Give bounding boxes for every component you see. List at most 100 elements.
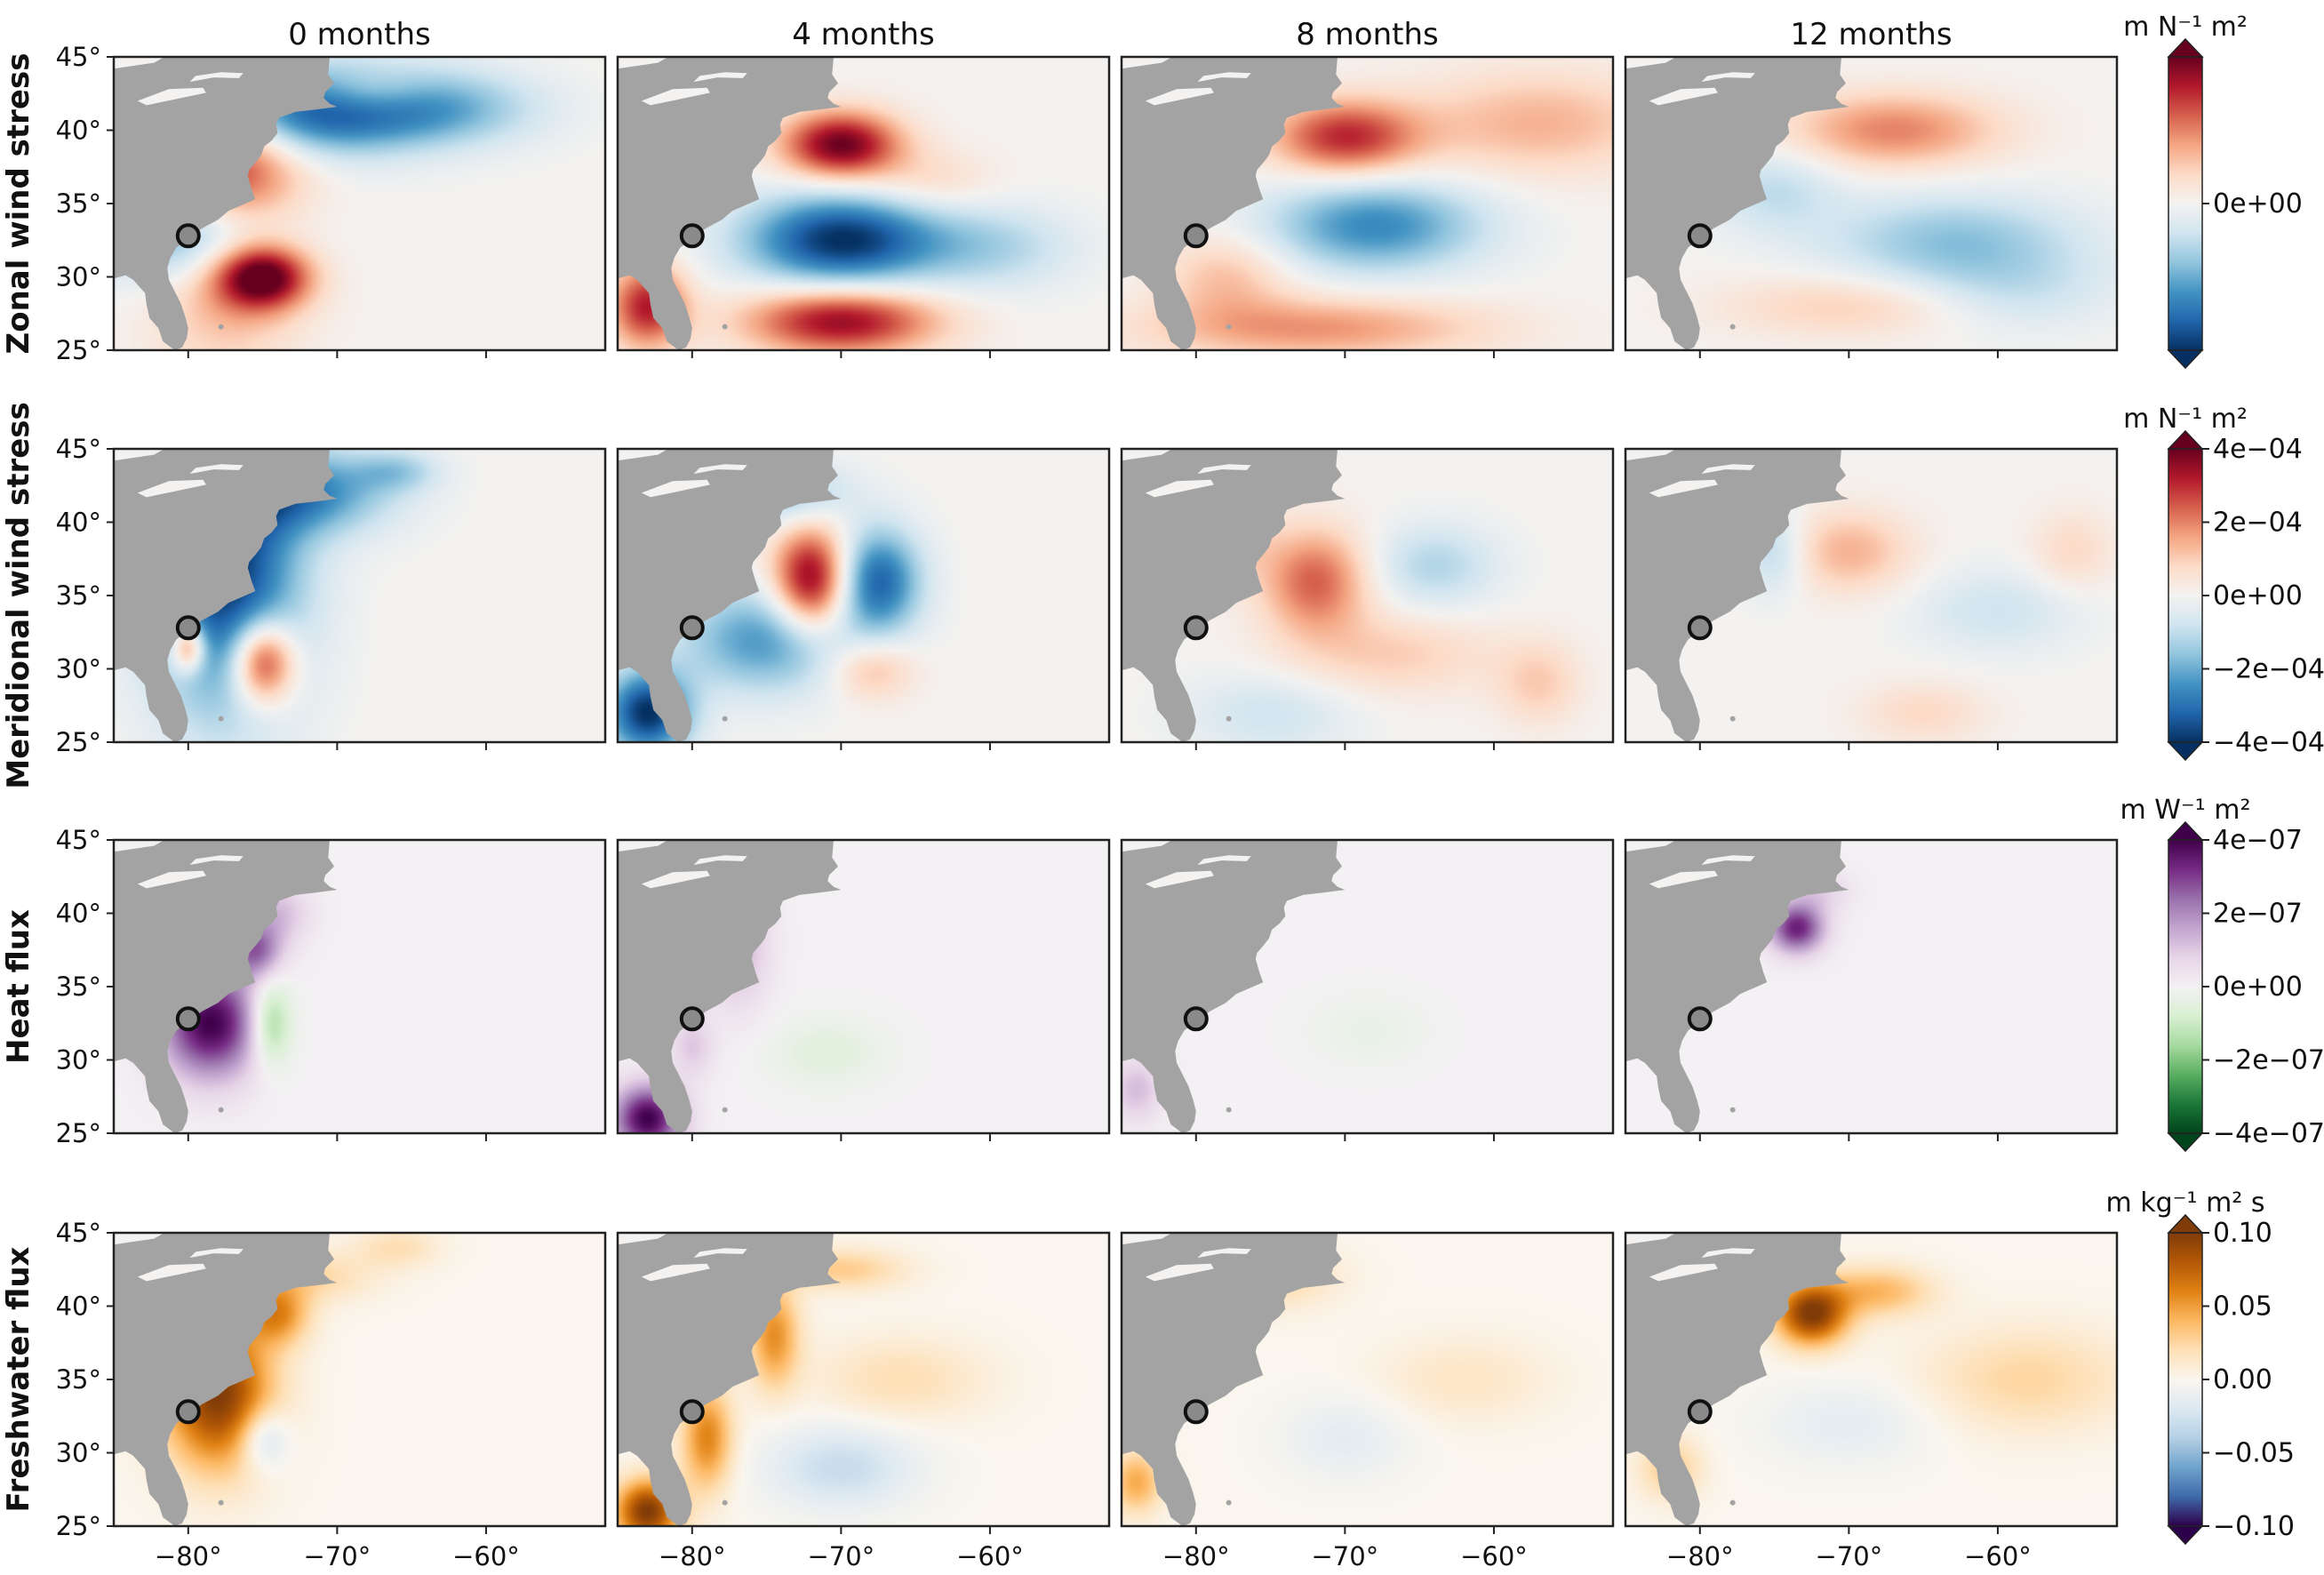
map-panel <box>1120 447 1615 750</box>
row-label: Meridional wind stress <box>1 402 36 789</box>
lake <box>137 870 206 889</box>
panel-frame <box>1120 447 1615 744</box>
lake <box>1197 464 1251 475</box>
land-mass <box>1625 840 1849 1133</box>
y-tick-label: 25° <box>56 1511 101 1541</box>
column-title: 4 months <box>792 17 935 52</box>
map-panel <box>112 55 607 358</box>
lake <box>641 870 710 889</box>
lake <box>618 57 668 69</box>
island <box>722 1107 728 1113</box>
y-tick-label: 35° <box>56 580 101 611</box>
map-panel <box>112 838 607 1141</box>
y-tick-label: 35° <box>56 971 101 1002</box>
column-title: 0 months <box>288 17 431 52</box>
colorbar: m N⁻¹ m² 0e+00 <box>2123 12 2303 370</box>
lake <box>1145 1263 1214 1282</box>
panel-frame <box>1624 447 2119 744</box>
colorbar-tick-label: −4e−07 <box>2213 1118 2324 1149</box>
island <box>1729 1107 1736 1113</box>
panel-frame <box>1120 838 1615 1135</box>
panel-frame <box>112 838 607 1135</box>
lake <box>1649 87 1718 106</box>
station-marker <box>175 1006 201 1032</box>
island <box>1729 716 1736 722</box>
panel-frame <box>1120 55 1615 352</box>
land-mass <box>114 449 338 742</box>
lake <box>693 72 747 83</box>
x-tick-label: −60° <box>1964 1541 2032 1571</box>
x-tick-label: −60° <box>1460 1541 1528 1571</box>
y-tick-label: 25° <box>56 1118 101 1148</box>
lake <box>189 72 244 83</box>
y-tick-label: 40° <box>56 1291 101 1322</box>
lake <box>1197 855 1251 866</box>
land-mass <box>1122 449 1346 742</box>
panel-frame <box>616 447 1111 744</box>
lake <box>1145 479 1214 498</box>
land-mass <box>1122 57 1346 350</box>
colorbar-tick-label: −4e−04 <box>2213 727 2324 758</box>
island <box>218 1499 224 1506</box>
map-panel <box>616 838 1111 1141</box>
colorbar-gradient <box>2168 839 2203 1134</box>
island <box>1729 1499 1736 1506</box>
map-panel <box>112 447 607 750</box>
y-tick-label: 40° <box>56 899 101 929</box>
panel-frame <box>1624 1231 2119 1528</box>
land-mass <box>1625 57 1849 350</box>
land-mass <box>114 840 338 1133</box>
map-panel <box>1120 838 1615 1141</box>
lake <box>693 1248 747 1259</box>
land-mass <box>618 840 842 1133</box>
colorbar-tick-label: 2e−04 <box>2213 508 2303 539</box>
lake <box>618 449 668 461</box>
lake <box>641 87 710 106</box>
lake <box>641 1263 710 1282</box>
x-tick-label: −70° <box>808 1541 875 1571</box>
station-marker <box>1183 223 1209 249</box>
station-marker <box>1183 1399 1209 1425</box>
colorbar-extend-min <box>2167 1132 2204 1153</box>
land-mass <box>1122 1233 1346 1526</box>
lake <box>618 840 668 852</box>
lake <box>114 449 164 461</box>
panel-frame <box>1120 1231 1615 1528</box>
station-marker <box>175 1399 201 1425</box>
land-mass <box>1122 840 1346 1133</box>
row-label: Heat flux <box>1 909 36 1064</box>
y-tick-label: 40° <box>56 116 101 146</box>
column-title: 8 months <box>1296 17 1439 52</box>
station-marker <box>1183 615 1209 641</box>
x-tick-label: −60° <box>452 1541 520 1571</box>
colorbar-tick-label: −0.10 <box>2213 1511 2295 1542</box>
map-panel <box>1624 447 2119 750</box>
map-panel: −80° −70° −60° <box>1120 1231 1615 1571</box>
station-marker <box>679 1399 705 1425</box>
station-marker <box>1687 615 1713 641</box>
colorbar-tick-label: −2e−07 <box>2213 1045 2324 1076</box>
lake <box>1649 1263 1718 1282</box>
panel-frame <box>112 55 607 352</box>
lake <box>189 464 244 475</box>
colorbar-tick-label: 0.10 <box>2213 1218 2272 1249</box>
lake <box>693 855 747 866</box>
y-tick-label: 45° <box>56 1218 101 1248</box>
panel-frame <box>1624 55 2119 352</box>
land-mass <box>114 57 338 350</box>
y-tick-label: 45° <box>56 825 101 855</box>
island <box>1226 1107 1232 1113</box>
lake <box>1701 464 1755 475</box>
map-panel: −80° −70° −60° <box>1624 1231 2119 1571</box>
station-marker <box>175 223 201 249</box>
lake <box>1122 1233 1172 1245</box>
panel-row: Meridional wind stress 45° 40° 35° 30° 25° m N… <box>1 402 2324 789</box>
lake <box>1625 449 1676 461</box>
y-tick-label: 30° <box>56 654 101 684</box>
lake <box>137 479 206 498</box>
lake <box>114 1233 164 1245</box>
row-label: Zonal wind stress <box>1 53 36 355</box>
colorbar-unit: m N⁻¹ m² <box>2123 12 2248 43</box>
colorbar-extend-min <box>2167 1525 2204 1546</box>
